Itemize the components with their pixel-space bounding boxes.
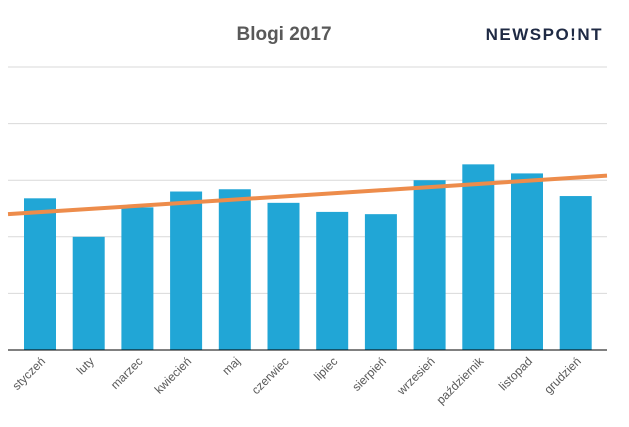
x-tick-label: grudzień — [541, 354, 583, 396]
bars — [24, 164, 592, 350]
bar-6 — [316, 211, 349, 350]
bar-11 — [559, 196, 592, 350]
x-tick-labels: styczeń luty marzec kwiecień maj czerwiec lipi… — [9, 354, 583, 408]
x-tick-label: kwiecień — [152, 354, 194, 396]
x-tick-label: październik — [434, 354, 488, 408]
bar-0 — [24, 198, 56, 350]
trendline — [7, 173, 608, 217]
x-tick-label: styczeń — [9, 354, 48, 393]
gridlines — [8, 66, 607, 294]
x-tick-label: czerwiec — [249, 354, 292, 397]
x-tick-label: listopad — [496, 354, 535, 393]
bar-1 — [72, 236, 105, 350]
bar-5 — [267, 202, 300, 350]
x-tick-label: maj — [219, 354, 243, 378]
x-tick-label: marzec — [108, 354, 146, 392]
x-tick-label: wrzesień — [394, 354, 438, 398]
bar-3 — [170, 191, 203, 350]
bar-9 — [462, 164, 495, 350]
x-tick-label: sierpień — [349, 354, 389, 394]
bar-7 — [364, 214, 397, 350]
bar-8 — [413, 180, 446, 350]
chart-title: Blogi 2017 — [236, 24, 331, 45]
bar-4 — [218, 189, 251, 350]
bar-2 — [121, 207, 154, 350]
newspoint-logo: NEWSPO!NT — [486, 25, 603, 44]
bar-10 — [511, 173, 543, 350]
x-tick-label: lipiec — [311, 354, 340, 383]
x-tick-label: luty — [74, 354, 97, 377]
